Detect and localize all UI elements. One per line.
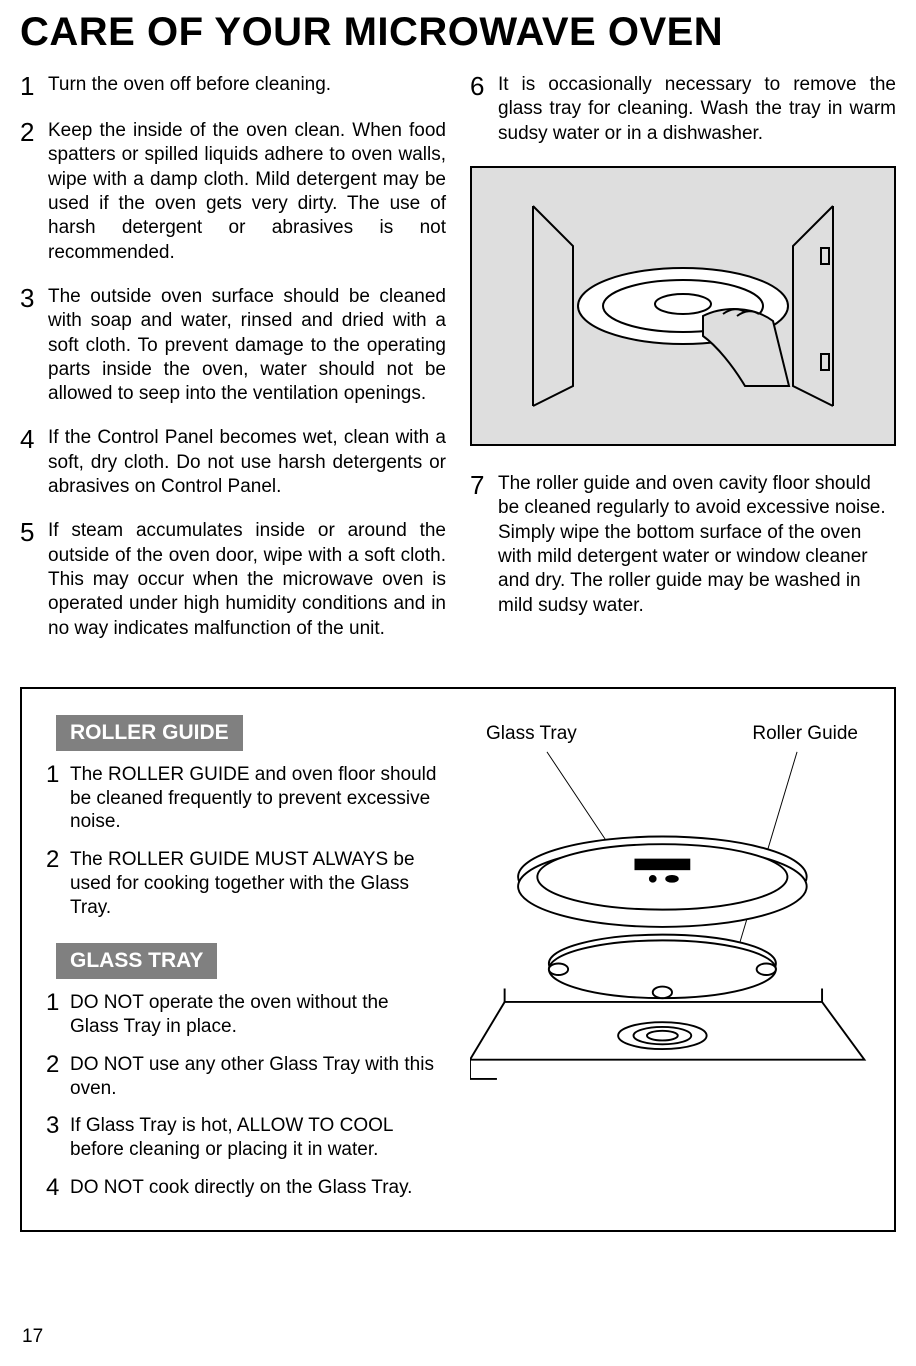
item-text: The ROLLER GUIDE MUST ALWAYS be used for… — [70, 848, 446, 919]
page-title: CARE OF YOUR MICROWAVE OVEN — [20, 10, 896, 55]
box-left-column: ROLLER GUIDE 1 The ROLLER GUIDE and oven… — [42, 715, 446, 1214]
diagram-labels: Glass Tray Roller Guide — [470, 723, 874, 745]
item-text: DO NOT operate the oven without the Glas… — [70, 991, 446, 1039]
list-item: 6 It is occasionally necessary to remove… — [470, 73, 896, 146]
item-text: If Glass Tray is hot, ALLOW TO COOL befo… — [70, 1114, 446, 1162]
exploded-view-svg — [470, 745, 874, 1105]
right-column: 6 It is occasionally necessary to remove… — [470, 73, 896, 661]
item-number: 1 — [42, 763, 70, 834]
item-number: 4 — [42, 1176, 70, 1200]
item-text: It is occasionally necessary to remove t… — [498, 73, 896, 146]
box-right-column: Glass Tray Roller Guide — [470, 715, 874, 1214]
page-number: 17 — [22, 1326, 43, 1348]
item-text: If the Control Panel becomes wet, clean … — [48, 426, 446, 499]
roller-glass-box: ROLLER GUIDE 1 The ROLLER GUIDE and oven… — [20, 687, 896, 1232]
item-number: 2 — [42, 848, 70, 919]
roller-guide-label: Roller Guide — [752, 723, 858, 745]
list-item: 2 The ROLLER GUIDE MUST ALWAYS be used f… — [42, 848, 446, 919]
list-item: 3 The outside oven surface should be cle… — [20, 285, 446, 407]
item-number: 2 — [42, 1053, 70, 1101]
left-column: 1 Turn the oven off before cleaning. 2 K… — [20, 73, 446, 661]
item-text: The roller guide and oven cavity floor s… — [498, 472, 896, 618]
list-item: 5 If steam accumulates inside or around … — [20, 519, 446, 641]
item-number: 1 — [42, 991, 70, 1039]
list-item: 1 Turn the oven off before cleaning. — [20, 73, 446, 99]
item-text: If steam accumulates inside or around th… — [48, 519, 446, 641]
tray-removal-svg — [493, 186, 873, 426]
roller-guide-heading: ROLLER GUIDE — [56, 715, 243, 751]
list-item: 4 If the Control Panel becomes wet, clea… — [20, 426, 446, 499]
glass-tray-label: Glass Tray — [486, 723, 577, 745]
list-item: 3 If Glass Tray is hot, ALLOW TO COOL be… — [42, 1114, 446, 1162]
item-number: 2 — [20, 119, 48, 265]
list-item: 1 DO NOT operate the oven without the Gl… — [42, 991, 446, 1039]
item-text: DO NOT cook directly on the Glass Tray. — [70, 1176, 418, 1200]
list-item: 7 The roller guide and oven cavity floor… — [470, 472, 896, 618]
item-text: The outside oven surface should be clean… — [48, 285, 446, 407]
glass-tray-heading: GLASS TRAY — [56, 943, 217, 979]
figure-tray-removal — [470, 166, 896, 446]
item-number: 3 — [42, 1114, 70, 1162]
list-item: 2 Keep the inside of the oven clean. Whe… — [20, 119, 446, 265]
figure-exploded-view — [470, 745, 874, 1105]
main-columns: 1 Turn the oven off before cleaning. 2 K… — [20, 73, 896, 661]
list-item: 1 The ROLLER GUIDE and oven floor should… — [42, 763, 446, 834]
list-item: 4 DO NOT cook directly on the Glass Tray… — [42, 1176, 446, 1200]
item-number: 1 — [20, 73, 48, 99]
item-text: Turn the oven off before cleaning. — [48, 73, 331, 99]
item-text: The ROLLER GUIDE and oven floor should b… — [70, 763, 446, 834]
item-number: 7 — [470, 472, 498, 618]
item-number: 3 — [20, 285, 48, 407]
item-number: 6 — [470, 73, 498, 146]
item-number: 5 — [20, 519, 48, 641]
list-item: 2 DO NOT use any other Glass Tray with t… — [42, 1053, 446, 1101]
item-text: DO NOT use any other Glass Tray with thi… — [70, 1053, 446, 1101]
item-number: 4 — [20, 426, 48, 499]
item-text: Keep the inside of the oven clean. When … — [48, 119, 446, 265]
